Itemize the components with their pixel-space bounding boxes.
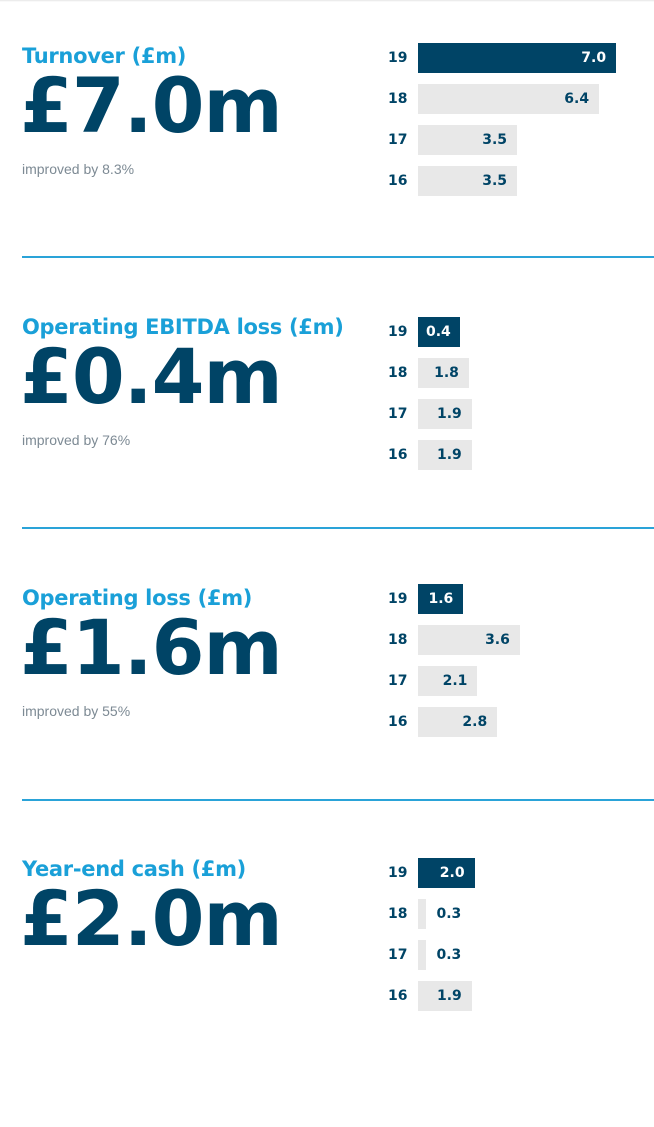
bar — [418, 125, 518, 155]
bar-chart: 19 7.0 18 6.4 17 3.5 16 3.5 — [388, 43, 654, 213]
bar-row-17: 17 3.5 — [388, 125, 654, 155]
bar — [418, 707, 498, 737]
bar-row-18: 18 3.6 — [388, 625, 654, 655]
section-divider — [22, 256, 654, 258]
bar-value-label: 3.6 — [485, 632, 510, 648]
kpi-year-end-cash: Year-end cash (£m) £2.0m 19 2.0 18 0.3 17 0.3… — [0, 857, 654, 1127]
bar-row-17: 17 2.1 — [388, 666, 654, 696]
year-label: 18 — [388, 365, 408, 381]
bar-value-label: 3.5 — [482, 132, 508, 148]
bar — [418, 440, 472, 470]
year-label: 17 — [388, 947, 408, 963]
kpi-headline-value: £0.4m — [20, 332, 283, 421]
bar-value-label: 1.9 — [436, 447, 462, 463]
bar-value-label: 7.0 — [581, 50, 607, 66]
bar-row-18: 18 6.4 — [388, 84, 654, 114]
bar — [418, 858, 475, 888]
section-divider — [22, 799, 654, 801]
kpi-title: Operating EBITDA loss (£m) — [22, 315, 344, 339]
kpi-turnover: Turnover (£m) £7.0m improved by 8.3% 19 7… — [0, 43, 654, 314]
bar-row-16: 16 3.5 — [388, 166, 654, 196]
bar-value-label: 0.4 — [426, 324, 451, 340]
bar-row-18: 18 0.3 — [388, 899, 654, 929]
kpi-note: improved by 55% — [22, 703, 131, 719]
bar — [418, 43, 617, 73]
bar-row-17: 17 1.9 — [388, 399, 654, 429]
bar-value-label: 1.8 — [434, 365, 459, 381]
kpi-headline-value: £1.6m — [20, 603, 283, 692]
kpi-title: Year-end cash (£m) — [22, 857, 246, 881]
year-label: 19 — [388, 865, 408, 881]
bar-row-16: 16 1.9 — [388, 981, 654, 1011]
year-label: 19 — [388, 324, 408, 340]
year-label: 16 — [388, 447, 408, 463]
year-label: 17 — [388, 673, 408, 689]
bar — [418, 399, 472, 429]
bar — [418, 625, 520, 655]
kpi-operating-loss: Operating loss (£m) £1.6m improved by 55… — [0, 584, 654, 856]
top-border — [0, 0, 654, 2]
year-label: 16 — [388, 988, 408, 1004]
kpi-headline-value: £7.0m — [20, 61, 283, 150]
bar — [418, 358, 469, 388]
bar — [418, 317, 460, 347]
bar-row-19: 19 1.6 — [388, 584, 654, 614]
year-label: 19 — [388, 591, 408, 607]
bar-chart: 19 2.0 18 0.3 17 0.3 16 1.9 — [388, 858, 654, 1028]
kpi-note: improved by 76% — [22, 432, 131, 448]
bar-chart: 19 0.4 18 1.8 17 1.9 16 1.9 — [388, 317, 654, 487]
kpi-operating-ebitda-loss: Operating EBITDA loss (£m) £0.4m improve… — [0, 315, 654, 585]
bar-row-19: 19 2.0 — [388, 858, 654, 888]
bar-value-label: 6.4 — [564, 91, 590, 107]
year-label: 16 — [388, 714, 408, 730]
bar-value-label: 2.0 — [439, 865, 465, 881]
bar-row-19: 19 0.4 — [388, 317, 654, 347]
bar-value-label: 1.6 — [428, 591, 454, 607]
bar-value-label: 0.3 — [436, 906, 462, 922]
bar-value-label: 1.9 — [436, 988, 462, 1004]
bar-row-17: 17 0.3 — [388, 940, 654, 970]
section-divider — [22, 527, 654, 529]
year-label: 18 — [388, 632, 408, 648]
bar-row-16: 16 2.8 — [388, 707, 654, 737]
kpi-title: Turnover (£m) — [22, 44, 187, 68]
year-label: 17 — [388, 132, 408, 148]
bar-value-label: 3.5 — [482, 173, 508, 189]
year-label: 16 — [388, 173, 408, 189]
kpi-headline-value: £2.0m — [20, 874, 283, 963]
bar-value-label: 2.1 — [442, 673, 468, 689]
bar — [418, 584, 464, 614]
year-label: 19 — [388, 50, 408, 66]
bar-value-label: 1.9 — [436, 406, 462, 422]
bar — [418, 981, 472, 1011]
kpi-title: Operating loss (£m) — [22, 586, 253, 610]
bar — [418, 899, 427, 929]
bar — [418, 84, 600, 114]
bar — [418, 166, 518, 196]
bar-row-19: 19 7.0 — [388, 43, 654, 73]
bar-value-label: 2.8 — [462, 714, 488, 730]
bar — [418, 666, 478, 696]
year-label: 18 — [388, 906, 408, 922]
kpi-note: improved by 8.3% — [22, 161, 135, 177]
year-label: 17 — [388, 406, 408, 422]
bar-row-18: 18 1.8 — [388, 358, 654, 388]
bar-value-label: 0.3 — [436, 947, 462, 963]
bar — [418, 940, 427, 970]
bar-row-16: 16 1.9 — [388, 440, 654, 470]
bar-chart: 19 1.6 18 3.6 17 2.1 16 2.8 — [388, 584, 654, 754]
year-label: 18 — [388, 91, 408, 107]
